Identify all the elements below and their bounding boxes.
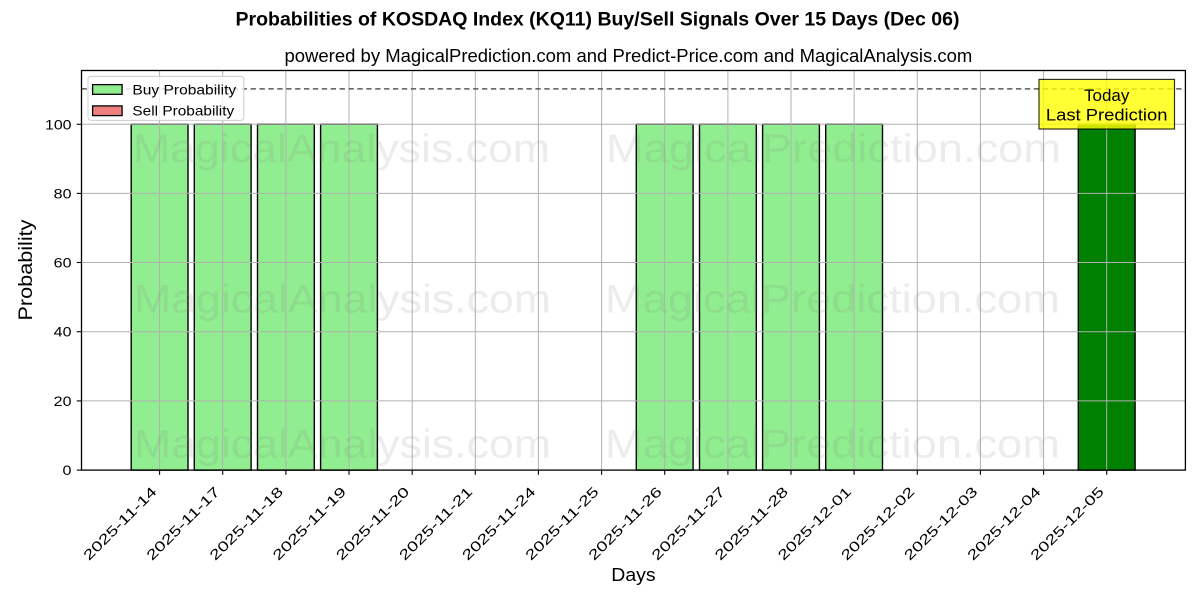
svg-text:MagicalAnalysis.com: MagicalAnalysis.com [133,127,550,171]
svg-text:0: 0 [63,462,72,478]
svg-text:80: 80 [54,185,72,201]
svg-text:Last Prediction: Last Prediction [1046,106,1168,125]
svg-text:Today: Today [1084,86,1130,105]
svg-text:40: 40 [54,324,72,340]
svg-text:Days: Days [611,564,655,585]
svg-text:60: 60 [54,255,72,271]
svg-text:100: 100 [45,116,72,132]
svg-text:MagicalPrediction.com: MagicalPrediction.com [605,423,1060,467]
svg-text:Sell Probability: Sell Probability [132,103,234,119]
svg-text:MagicalAnalysis.com: MagicalAnalysis.com [134,278,551,322]
svg-text:MagicalAnalysis.com: MagicalAnalysis.com [134,423,551,467]
svg-text:20: 20 [54,393,72,409]
svg-text:Probability: Probability [16,219,37,321]
svg-text:MagicalPrediction.com: MagicalPrediction.com [605,278,1060,322]
svg-text:MagicalPrediction.com: MagicalPrediction.com [606,127,1061,171]
svg-text:Buy Probability: Buy Probability [132,82,236,98]
svg-text:powered by MagicalPrediction.c: powered by MagicalPrediction.com and Pre… [284,45,972,66]
svg-text:Probabilities of KOSDAQ Index: Probabilities of KOSDAQ Index (KQ11) Buy… [236,9,960,31]
